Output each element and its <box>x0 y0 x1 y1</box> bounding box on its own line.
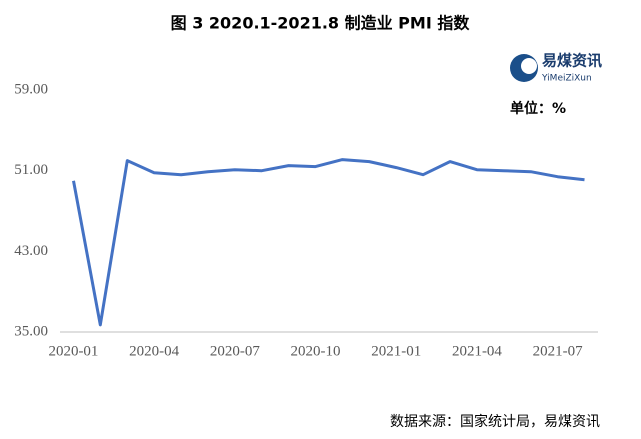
x-tick-label: 2020-01 <box>48 343 98 359</box>
chart-title: 图 3 2020.1-2021.8 制造业 PMI 指数 <box>171 14 471 33</box>
x-tick-label: 2021-01 <box>371 343 421 359</box>
logo: 易煤资讯 YiMeiZiXun <box>510 52 602 84</box>
logo-name: 易煤资讯 <box>542 52 602 70</box>
x-tick-label: 2021-04 <box>452 343 502 359</box>
y-tick-label: 35.00 <box>14 323 48 339</box>
x-tick-label: 2020-10 <box>291 343 341 359</box>
unit-label: 单位：% <box>510 100 566 117</box>
logo-pinyin: YiMeiZiXun <box>541 74 592 84</box>
source: 数据来源：国家统计局，易煤资讯 <box>390 413 600 430</box>
y-tick-label: 59.00 <box>14 81 48 97</box>
x-tick-label: 2020-07 <box>210 343 260 359</box>
logo-icon-inner <box>521 58 537 74</box>
x-tick-label: 2021-07 <box>533 343 583 359</box>
y-tick-label: 51.00 <box>14 162 48 178</box>
data-line <box>72 158 585 327</box>
x-tick-label: 2020-04 <box>129 343 179 359</box>
y-tick-label: 43.00 <box>14 243 48 259</box>
